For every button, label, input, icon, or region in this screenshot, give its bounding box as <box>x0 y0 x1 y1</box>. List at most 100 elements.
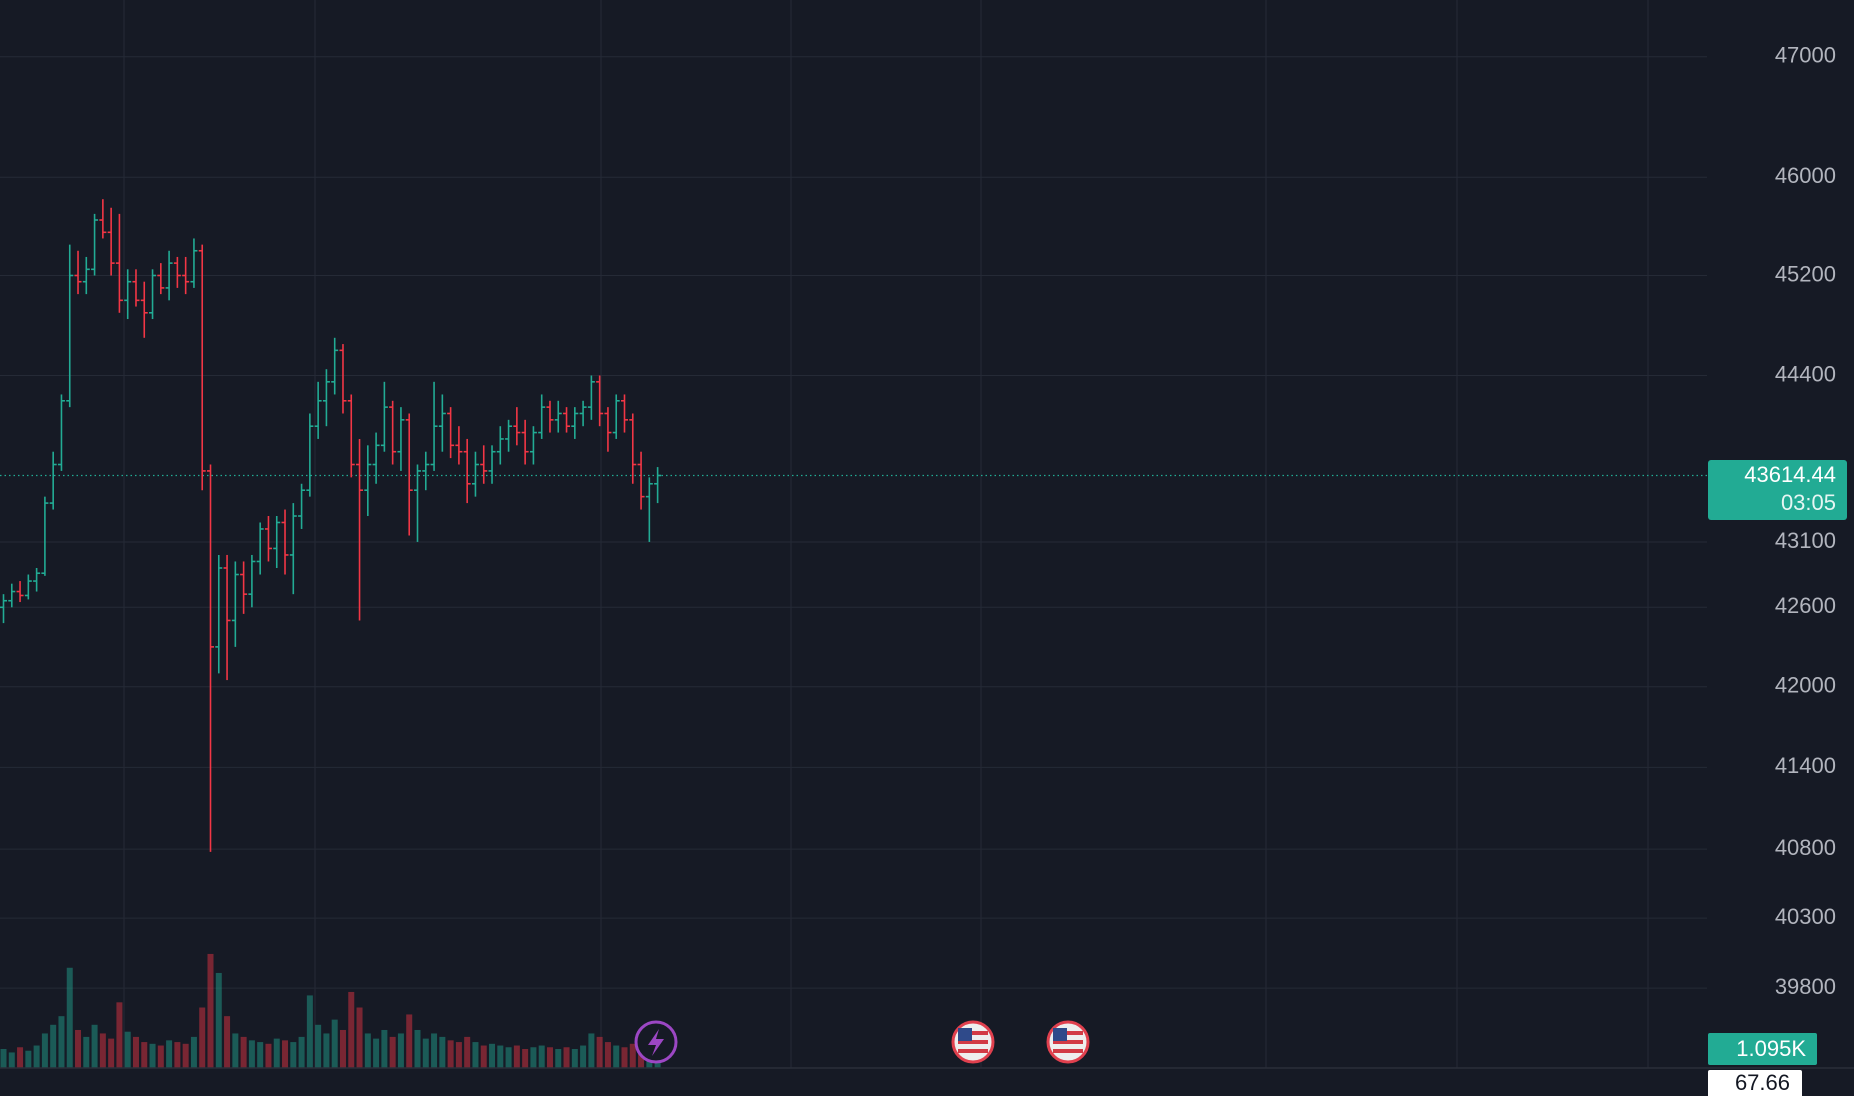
volume-bar <box>265 1043 272 1068</box>
lightning-event[interactable] <box>634 1020 678 1064</box>
volume-bar <box>431 1033 438 1068</box>
volume-bar <box>596 1036 603 1068</box>
volume-bar <box>91 1024 98 1068</box>
volume-box <box>1708 1033 1817 1065</box>
flag-canton <box>1053 1028 1067 1041</box>
y-tick-label: 47000 <box>1775 43 1836 68</box>
volume-bar <box>381 1029 388 1068</box>
volume-bar <box>108 1038 115 1068</box>
volume-bar <box>25 1050 32 1068</box>
volume-bar <box>215 972 222 1068</box>
volume-bar <box>538 1045 545 1068</box>
volume-bar <box>257 1042 264 1068</box>
volume-bar <box>447 1040 454 1068</box>
volume-bar <box>99 1033 106 1068</box>
volume-bar <box>75 1029 82 1068</box>
y-tick-label: 40800 <box>1775 835 1836 860</box>
volume-bar <box>41 1033 48 1068</box>
event-icons <box>634 1020 1090 1064</box>
volume-bar <box>621 1047 628 1068</box>
us-event[interactable] <box>1046 1020 1090 1064</box>
y-tick-label: 42000 <box>1775 673 1836 698</box>
volume-bar <box>8 1052 15 1068</box>
volume-bar <box>0 1048 7 1068</box>
volume-bar <box>356 1007 363 1068</box>
volume-bar <box>629 1043 636 1068</box>
volume-bar <box>240 1036 247 1068</box>
last-price-box <box>1708 460 1847 520</box>
volume-bar <box>348 991 355 1068</box>
time-grid <box>123 0 1649 1068</box>
countdown: 03:05 <box>1781 490 1836 515</box>
volume-bar <box>306 995 313 1068</box>
last-price-tag: 43614.44 03:05 <box>1708 460 1847 520</box>
volume-bar <box>66 967 73 1068</box>
volume-bar <box>455 1042 462 1068</box>
flag-stripe <box>1053 1049 1083 1053</box>
volume-bar <box>50 1024 57 1068</box>
volume-bar <box>132 1036 139 1068</box>
volume-tag: 1.095K <box>1708 1033 1817 1065</box>
volume-bar <box>406 1014 413 1068</box>
volume-bar <box>489 1043 496 1068</box>
volume-bar <box>571 1048 578 1068</box>
volume-bar <box>33 1045 40 1068</box>
volume-label: 1.095K <box>1736 1036 1806 1061</box>
volume-bar <box>232 1033 239 1068</box>
volume-bar <box>298 1036 305 1068</box>
volume-bar <box>58 1016 65 1068</box>
volume-bar <box>157 1045 164 1068</box>
volume-bar <box>124 1031 131 1068</box>
y-tick-label: 41400 <box>1775 753 1836 778</box>
volume-bar <box>513 1045 520 1068</box>
volume-bar <box>389 1036 396 1068</box>
volume-bar <box>613 1045 620 1068</box>
y-tick-label: 46000 <box>1775 163 1836 188</box>
volume-bar <box>530 1047 537 1068</box>
volume-bar <box>397 1033 404 1068</box>
volume-bar <box>190 1036 197 1068</box>
us-event[interactable] <box>951 1020 995 1064</box>
bar-layer <box>0 199 662 852</box>
flag-stripe <box>1053 1031 1083 1035</box>
volume-bar <box>83 1036 90 1068</box>
y-tick-label: 44400 <box>1775 361 1836 386</box>
volume-bar <box>248 1040 255 1068</box>
volume-bar <box>563 1047 570 1068</box>
volume-bar <box>149 1043 156 1068</box>
volume-bar <box>364 1033 371 1068</box>
flag-stripe <box>1053 1040 1083 1044</box>
volume-bar <box>282 1040 289 1068</box>
volume-bar <box>166 1040 173 1068</box>
volume-bar <box>472 1042 479 1068</box>
y-tick-label: 42600 <box>1775 593 1836 618</box>
volume-bar <box>373 1038 380 1068</box>
y-tick-label: 39800 <box>1775 974 1836 999</box>
volume-bar <box>174 1042 181 1068</box>
volume-bar <box>141 1042 148 1068</box>
flag-stripe <box>958 1049 988 1053</box>
volume-bar <box>422 1038 429 1068</box>
indicator-value: 67.66 <box>1735 1070 1790 1095</box>
price-axis: 47000 46000 45200 44400 43100 42600 42000 41400… <box>1775 43 1836 999</box>
volume-bar <box>290 1042 297 1068</box>
volume-bar <box>339 1029 346 1068</box>
volume-bar <box>116 1002 123 1068</box>
volume-bar <box>315 1024 322 1068</box>
volume-bar <box>522 1048 529 1068</box>
y-tick-label: 43100 <box>1775 528 1836 553</box>
volume-bar <box>273 1038 280 1068</box>
volume-bar <box>17 1047 24 1068</box>
volume-bar <box>546 1047 553 1068</box>
y-tick-label: 40300 <box>1775 904 1836 929</box>
volume-bar <box>414 1029 421 1068</box>
y-tick-label: 45200 <box>1775 261 1836 286</box>
volume-bar <box>580 1045 587 1068</box>
lightning-icon <box>648 1029 664 1056</box>
grid-layer <box>0 56 1708 989</box>
volume-bar <box>224 1016 231 1068</box>
volume-bar <box>604 1042 611 1068</box>
